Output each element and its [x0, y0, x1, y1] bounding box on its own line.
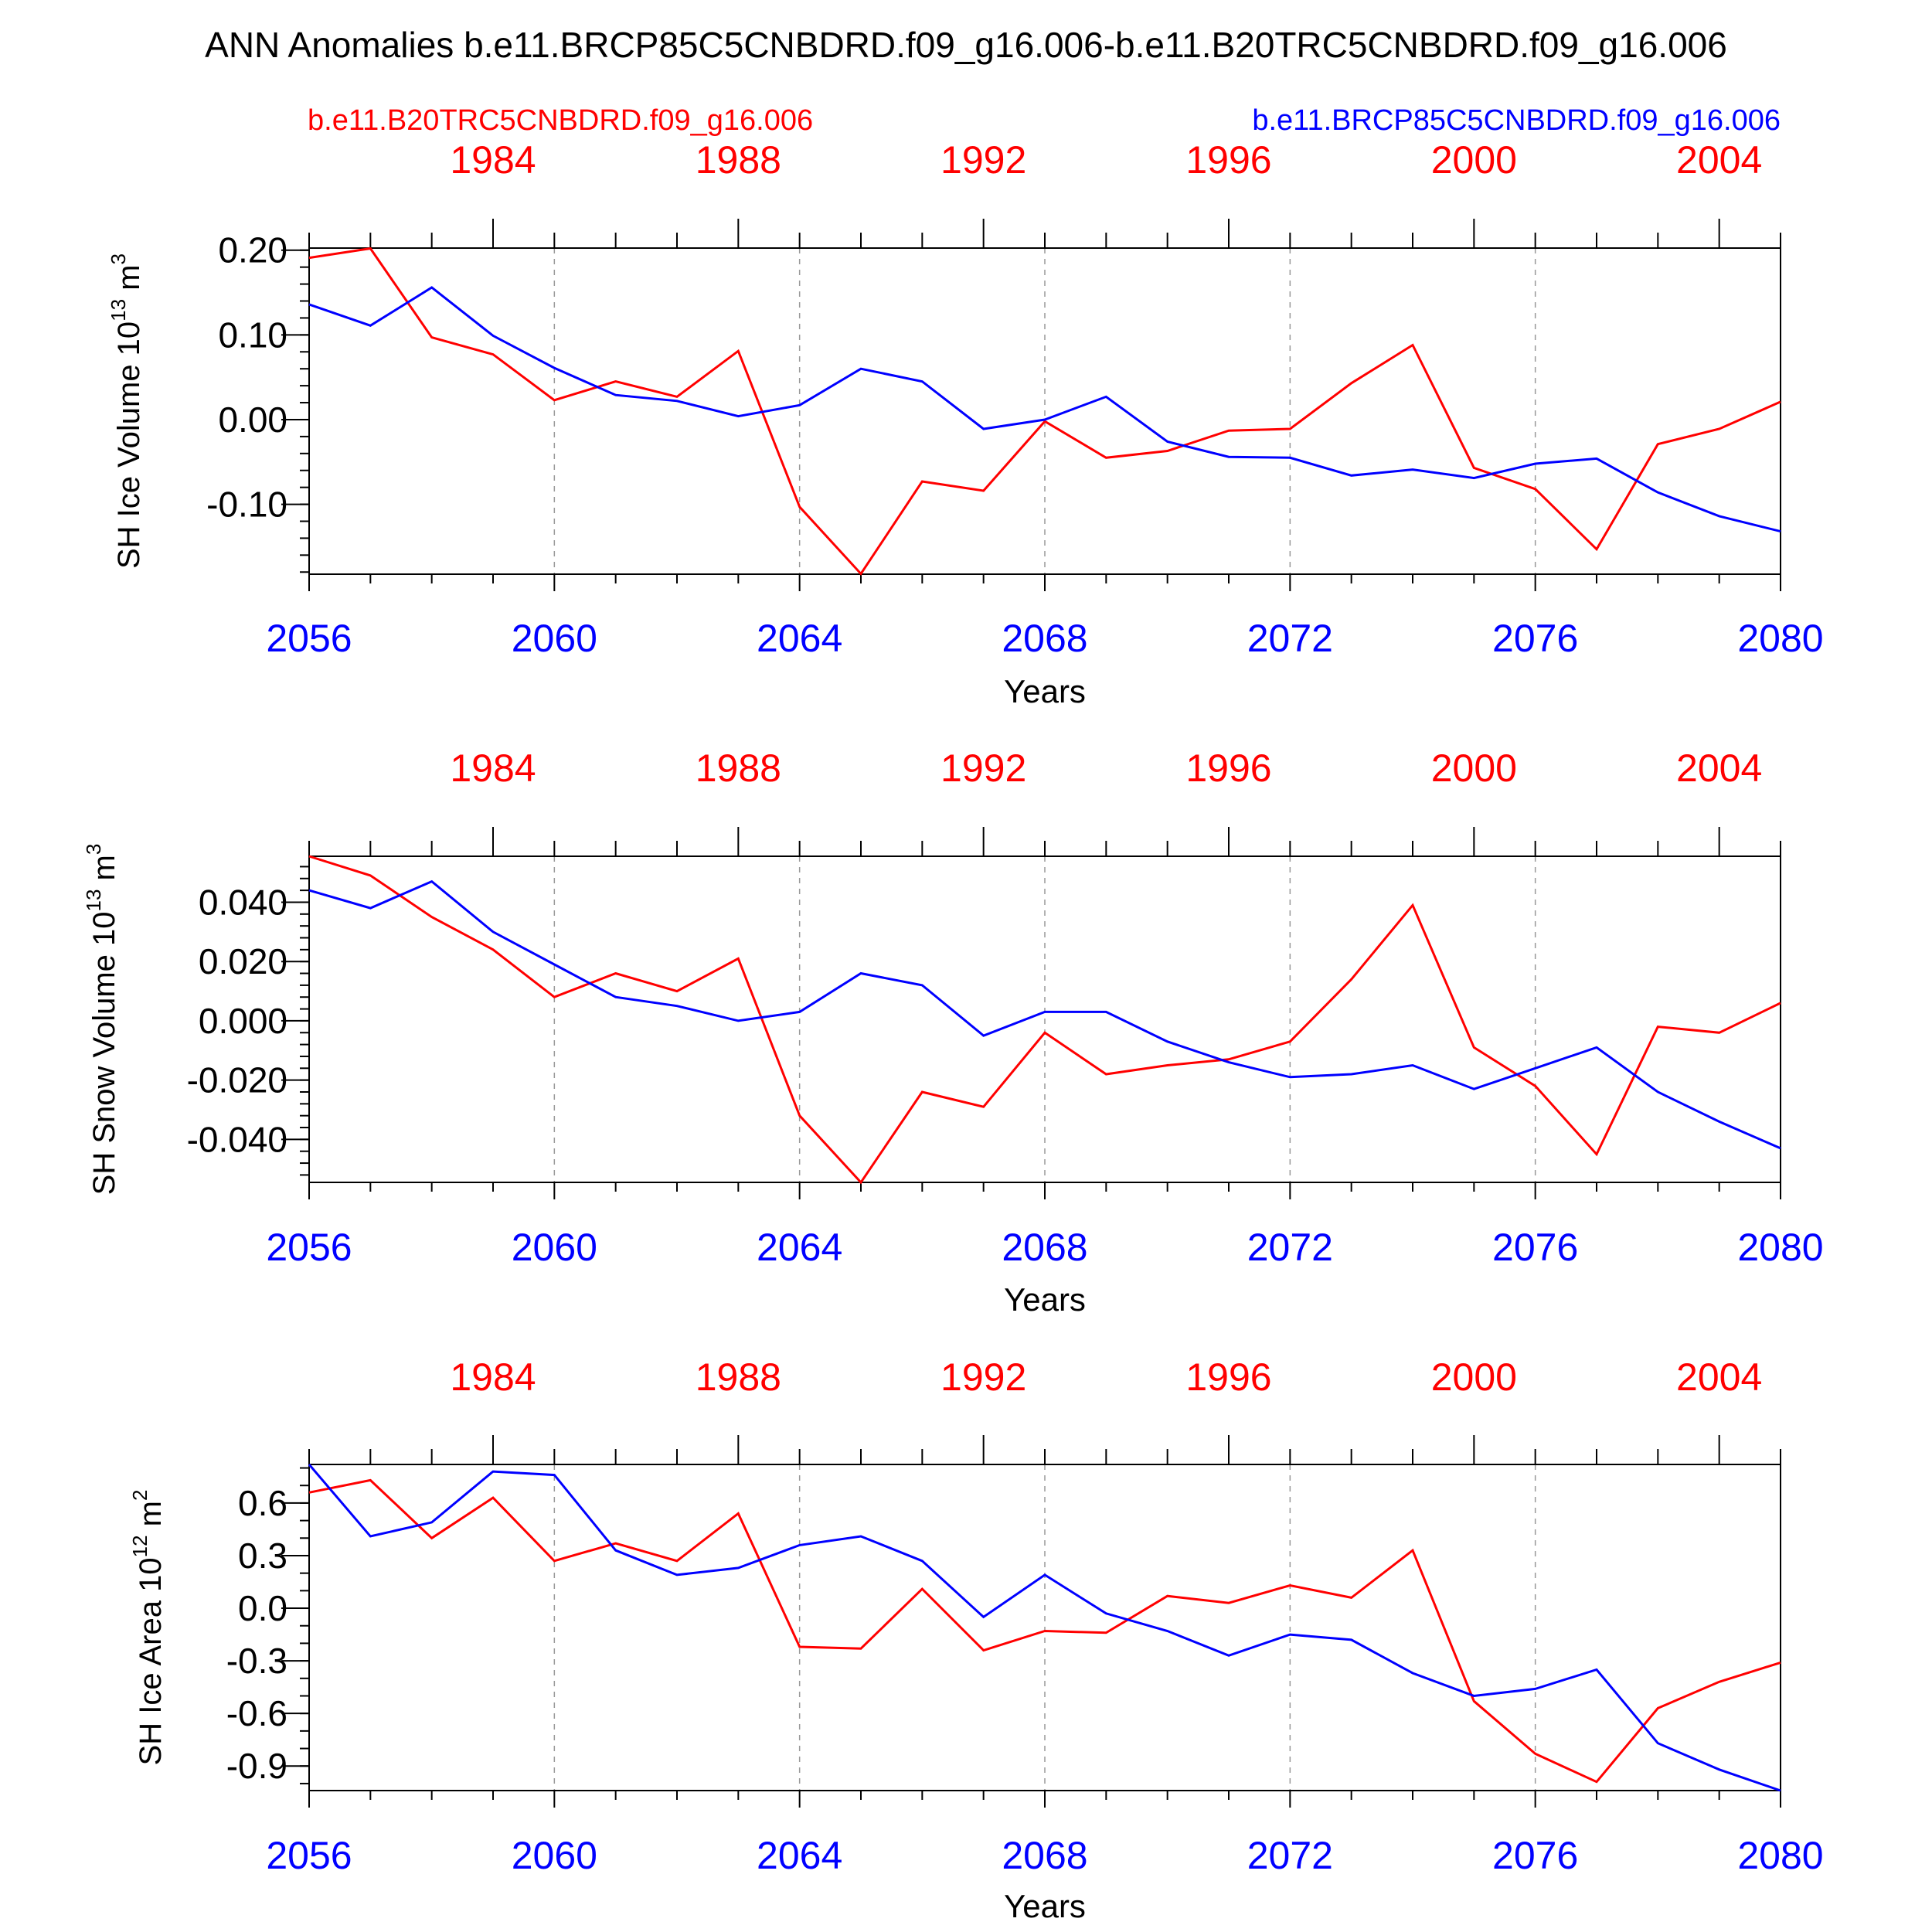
- x-tick-label-top: 1992: [940, 138, 1026, 182]
- series-line-historical: [308, 855, 1781, 1185]
- x-tick-label-bottom: 2080: [1737, 617, 1823, 660]
- series-line-historical: [308, 247, 1781, 576]
- x-tick-label-bottom: 2056: [266, 1226, 352, 1269]
- x-tick-label-top: 1996: [1185, 747, 1271, 790]
- y-tick-label: 0.10: [218, 315, 287, 355]
- y-tick-label: -0.6: [226, 1693, 287, 1733]
- y-axis-label-unit-exponent: 3: [82, 844, 105, 855]
- legend-label-historical: b.e11.B20TRC5CNBDRD.f09_g16.006: [308, 104, 813, 137]
- x-tick-label-top: 1992: [940, 1355, 1026, 1399]
- x-tick-label-bottom: 2068: [1002, 1226, 1087, 1269]
- panel-ice-area: 2056 2060 2064 2068 2072 2076 2080 1984 1988 1992…: [128, 1355, 1824, 1924]
- x-tick-label-top: 1996: [1185, 1355, 1271, 1399]
- y-tick-label: 0.20: [218, 230, 287, 270]
- x-tick-label-bottom: 2060: [512, 1226, 597, 1269]
- x-axis-label: Years: [1004, 1281, 1086, 1318]
- x-axis-label: Years: [1004, 673, 1086, 709]
- x-tick-label-bottom: 2064: [757, 1226, 842, 1269]
- y-tick-label: -0.020: [187, 1060, 287, 1100]
- y-axis-label: SH Ice Volume 1013 m3: [107, 253, 146, 569]
- y-axis-label-exponent: 13: [82, 889, 105, 912]
- x-tick-label-bottom: 2076: [1492, 1226, 1578, 1269]
- y-axis-label: SH Ice Area 1012 m2: [128, 1490, 168, 1766]
- x-tick-label-bottom: 2064: [757, 617, 842, 660]
- x-tick-label-bottom: 2080: [1737, 1226, 1823, 1269]
- x-tick-label-top: 1984: [450, 747, 536, 790]
- panel-ice-volume: 2056 2060 2064 2068 2072 2076 2080 1984 1988 1992…: [107, 138, 1824, 709]
- x-tick-label-bottom: 2068: [1002, 617, 1087, 660]
- y-axis-label-unit-exponent: 3: [107, 253, 130, 264]
- figure-title: ANN Anomalies b.e11.BRCP85C5CNBDRD.f09_g…: [205, 25, 1727, 65]
- x-tick-label-bottom: 2060: [512, 617, 597, 660]
- x-tick-label-bottom: 2056: [266, 617, 352, 660]
- y-tick-label: 0.020: [199, 941, 287, 981]
- x-tick-label-top: 2004: [1676, 1355, 1762, 1399]
- y-tick-label: -0.9: [226, 1746, 287, 1786]
- x-tick-label-top: 1984: [450, 1355, 536, 1399]
- panels: 2056 2060 2064 2068 2072 2076 2080 1984 1988 1992…: [82, 138, 1824, 1924]
- x-tick-label-top: 1996: [1185, 138, 1271, 182]
- y-tick-label: 0.000: [199, 1001, 287, 1041]
- x-tick-label-bottom: 2080: [1737, 1834, 1823, 1877]
- x-tick-label-top: 1988: [696, 747, 781, 790]
- y-tick-label: 0.3: [238, 1536, 287, 1576]
- x-tick-label-bottom: 2072: [1247, 1226, 1333, 1269]
- y-axis-label-exponent: 13: [107, 299, 130, 321]
- x-tick-label-top: 1988: [696, 138, 781, 182]
- y-tick-label: -0.3: [226, 1641, 287, 1681]
- x-axis-label: Years: [1004, 1888, 1086, 1924]
- series-line-rcp85: [308, 286, 1781, 533]
- legend-label-rcp85: b.e11.BRCP85C5CNBDRD.f09_g16.006: [1252, 104, 1781, 137]
- y-tick-label: 0.00: [218, 400, 287, 440]
- x-tick-label-top: 2004: [1676, 138, 1762, 182]
- series-line-historical: [308, 1478, 1781, 1784]
- y-axis-label-text: SH Ice Area 10: [134, 1557, 168, 1765]
- x-tick-label-top: 1992: [940, 747, 1026, 790]
- y-axis-label-unit-exponent: 2: [128, 1490, 151, 1501]
- x-tick-label-bottom: 2076: [1492, 1834, 1578, 1877]
- x-tick-label-top: 2000: [1431, 138, 1517, 182]
- x-tick-label-top: 1984: [450, 138, 536, 182]
- x-tick-label-bottom: 2076: [1492, 617, 1578, 660]
- y-tick-label: 0.6: [238, 1483, 287, 1523]
- series-line-rcp85: [308, 879, 1781, 1150]
- x-tick-label-bottom: 2068: [1002, 1834, 1087, 1877]
- x-tick-label-bottom: 2072: [1247, 1834, 1333, 1877]
- y-tick-label: -0.040: [187, 1119, 287, 1159]
- x-tick-label-top: 2000: [1431, 747, 1517, 790]
- y-axis-label: SH Snow Volume 1013 m3: [82, 844, 121, 1196]
- x-tick-label-bottom: 2060: [512, 1834, 597, 1877]
- y-axis-label-text: SH Snow Volume 10: [87, 911, 121, 1195]
- y-axis-label-unit: m: [134, 1501, 168, 1535]
- panel-snow-volume: 2056 2060 2064 2068 2072 2076 2080 1984 1988 1992…: [82, 747, 1824, 1318]
- x-tick-label-bottom: 2072: [1247, 617, 1333, 660]
- y-tick-label: 0.0: [238, 1588, 287, 1628]
- y-axis-label-exponent: 12: [128, 1535, 151, 1557]
- x-tick-label-top: 2000: [1431, 1355, 1517, 1399]
- y-axis-label-unit: m: [112, 264, 146, 298]
- x-tick-label-top: 2004: [1676, 747, 1762, 790]
- y-tick-label: 0.040: [199, 882, 287, 922]
- y-axis-label-text: SH Ice Volume 10: [112, 321, 146, 569]
- y-axis-label-unit: m: [87, 855, 121, 889]
- y-tick-label: -0.10: [206, 485, 287, 525]
- series-line-rcp85: [308, 1464, 1781, 1792]
- x-tick-label-bottom: 2064: [757, 1834, 842, 1877]
- x-tick-label-bottom: 2056: [266, 1834, 352, 1877]
- x-tick-label-top: 1988: [696, 1355, 781, 1399]
